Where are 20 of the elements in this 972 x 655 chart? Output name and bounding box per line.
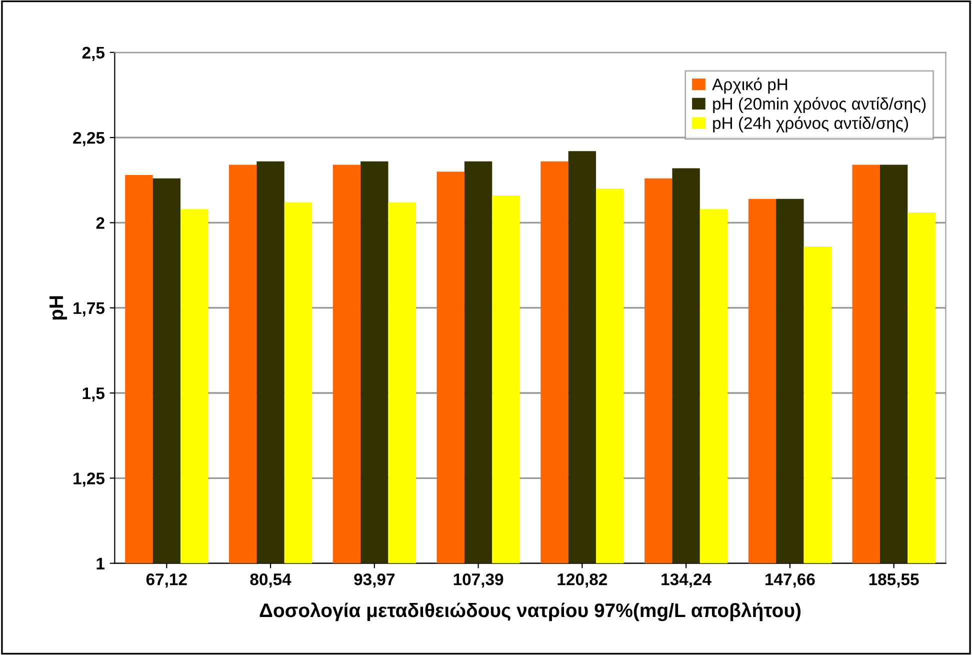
x-tick-label: 93,97 (354, 573, 395, 588)
legend-label: Αρχικό pH (712, 78, 788, 94)
y-tick-label: 2 (96, 217, 104, 229)
x-axis-title: Δοσολογία μεταδιθειώδους νατρίου 97%(mg/L αποβλήτου) (260, 602, 801, 622)
y-tick-label: 2,25 (73, 132, 105, 146)
x-tick-label: 147,66 (765, 573, 815, 588)
x-tick-label: 107,39 (454, 573, 504, 588)
x-tick-label: 67,12 (146, 573, 187, 588)
x-tick-label: 120,82 (558, 573, 607, 588)
y-tick-label: 2,5 (82, 46, 105, 62)
y-tick-label: 1,75 (74, 302, 105, 316)
y-tick-label: 1 (96, 558, 105, 570)
y-axis-title: pH (50, 296, 67, 320)
y-tick-label: 1,5 (82, 388, 105, 402)
y-tick-label: 1,25 (74, 472, 105, 487)
x-tick-label: 134,24 (662, 573, 712, 588)
x-tick-label: 185,55 (869, 573, 919, 588)
x-tick-label: 80,54 (250, 573, 292, 588)
legend-label: pH (20min χρόνος αντίδ/σης) (713, 96, 926, 113)
legend-label: pH (24h χρόνος αντίδ/σης) (713, 116, 908, 132)
